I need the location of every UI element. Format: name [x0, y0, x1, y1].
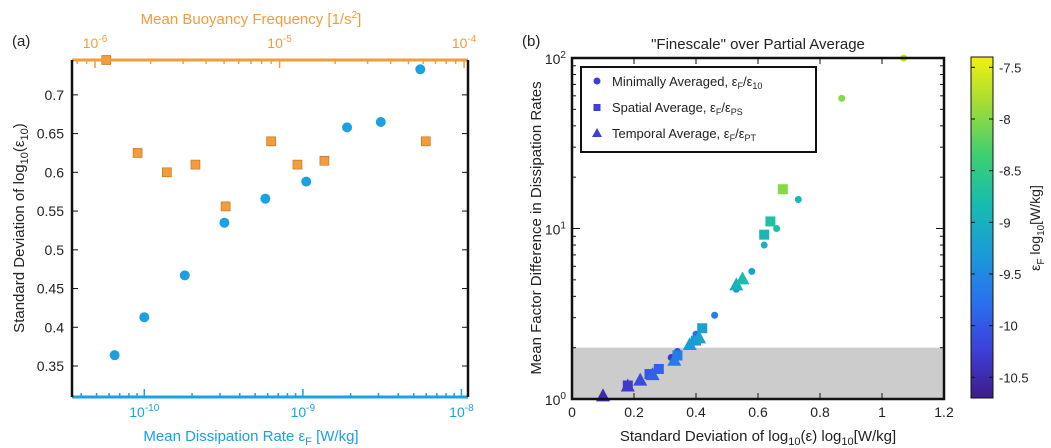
colorbar-ticks: -7.5 -8 -8.5 -9 -9.5 -10 -10.5: [971, 60, 1029, 385]
panel-b: (b) "Finescale" over Partial Average 100…: [522, 33, 1047, 448]
dissipation-point: [219, 217, 230, 228]
tick-label: 101: [545, 221, 567, 238]
y-tick-label: 0.35: [37, 358, 64, 374]
panel-b-label: (b): [522, 33, 540, 50]
panel-a-label: (a): [12, 33, 30, 50]
legend-entry-minimally-averaged: Minimally Averaged, εF/ε10: [612, 74, 762, 91]
x-tick-label: 0.6: [748, 404, 768, 420]
x-tick-label: 1.2: [934, 404, 954, 420]
spatial-average-point: [765, 216, 776, 227]
dissipation-point: [375, 116, 386, 127]
minimally-averaged-point: [773, 225, 781, 232]
spatial-average-point: [759, 229, 770, 240]
y-tick-label: 0.5: [45, 242, 65, 258]
minimally-averaged-point: [748, 267, 756, 275]
spatial-average-point: [653, 363, 664, 374]
tick-label: 10-6: [83, 34, 108, 51]
legend-box: [580, 66, 817, 153]
tick-label: 10-5: [267, 34, 292, 51]
temporal-average-point: [645, 367, 660, 381]
x-tick-label: 0: [568, 404, 576, 420]
panel-b-axes-box: [570, 56, 946, 401]
colorbar-tick-label: -9: [999, 215, 1011, 230]
temporal-average-point: [682, 337, 697, 351]
dissipation-point: [179, 270, 190, 281]
temporal-average-point: [620, 378, 635, 392]
legend-entry-temporal-average: Temporal Average, εF/εPT: [612, 126, 757, 143]
dissipation-point: [301, 176, 312, 187]
tick-label: 10-8: [449, 403, 474, 420]
tick-label: 100: [545, 391, 567, 408]
x-tick-label: 1: [878, 404, 886, 420]
colorbar-gradient: [970, 56, 994, 399]
legend-marker-square: [593, 104, 601, 111]
temporal-average-point: [735, 271, 750, 285]
legend-marker-triangle: [592, 128, 602, 137]
buoyancy-point: [132, 148, 143, 158]
minimally-averaged-point: [711, 311, 719, 319]
buoyancy-point: [162, 167, 172, 178]
dissipation-point: [260, 193, 271, 204]
spatial-average-point: [697, 323, 708, 334]
y-tick-label: 0.55: [37, 203, 64, 219]
panel-a-top-tick-labels: 10-6 10-5 10-4: [83, 34, 477, 51]
colorbar-tick-label: -10: [999, 319, 1018, 334]
buoyancy-point: [319, 155, 330, 166]
legend-marker-circle: [593, 77, 601, 85]
buoyancy-point: [292, 159, 303, 170]
panel-b-marks: [596, 54, 908, 402]
panel-b-title: "Finescale" over Partial Average: [651, 36, 865, 53]
dissipation-point: [415, 64, 426, 75]
panel-a-x-tick-labels: 10-10 10-9 10-8: [129, 403, 474, 420]
panel-a: (a) Mean Buoyancy Frequency [1/s2] 10-6 1…: [11, 10, 477, 448]
colorbar-tick-label: -7.5: [999, 60, 1021, 75]
x-tick-label: 0.2: [624, 404, 644, 420]
buoyancy-point: [420, 136, 431, 147]
y-tick-label: 0.4: [45, 319, 65, 335]
panel-a-y-axis-label: Standard Deviation of log10(ε10): [11, 123, 31, 333]
panel-a-top-axis-label: Mean Buoyancy Frequency [1/s2]: [141, 10, 362, 28]
spatial-average-point: [672, 350, 683, 361]
buoyancy-point: [266, 136, 276, 147]
legend-entry-spatial-average: Spatial Average, εF/εPS: [612, 100, 743, 117]
y-tick-label: 0.65: [37, 126, 64, 142]
dissipation-point: [139, 312, 150, 323]
temporal-average-point: [692, 330, 707, 344]
y-tick-label: 0.7: [45, 87, 65, 103]
colorbar: -7.5 -8 -8.5 -9 -9.5 -10 -10.5 εF log10[W/kg]: [970, 56, 1047, 399]
panel-a-x-axis-label: Mean Dissipation Rate εF [W/kg]: [143, 428, 358, 448]
colorbar-tick-label: -10.5: [999, 370, 1029, 385]
panel-b-y-tick-labels: 100 101 102: [545, 50, 567, 408]
panel-b-x-tick-labels: 0 0.2 0.4 0.6 0.8 1 1.2: [568, 404, 954, 420]
y-tick-label: 0.6: [45, 164, 65, 180]
dissipation-point: [342, 122, 353, 133]
colorbar-tick-label: -8.5: [999, 164, 1021, 179]
colorbar-tick-label: -8: [999, 112, 1011, 127]
x-tick-label: 0.8: [810, 404, 830, 420]
legend: Minimally Averaged, εF/ε10 Spatial Avera…: [580, 66, 817, 153]
y-tick-label: 0.45: [37, 281, 64, 297]
colorbar-label: εF log10[W/kg]: [1027, 185, 1047, 271]
buoyancy-point: [190, 159, 201, 170]
temporal-average-point: [667, 352, 682, 366]
tick-label: 10-9: [291, 403, 316, 420]
panel-a-plot-background: [72, 60, 468, 397]
minimally-averaged-point: [794, 195, 802, 203]
minimally-averaged-point: [838, 94, 846, 102]
panel-b-x-axis-label: Standard Deviation of log10(ε) log10[W/k…: [620, 428, 896, 448]
temporal-average-point: [633, 372, 648, 386]
buoyancy-point: [220, 201, 231, 212]
spatial-average-point: [777, 184, 788, 195]
panel-b-y-axis-label: Mean Factor Difference in Dissipation Ra…: [528, 81, 545, 374]
tick-label: 10-4: [452, 34, 477, 51]
tick-label: 102: [545, 50, 567, 67]
x-tick-label: 0.4: [686, 404, 706, 420]
minimally-averaged-point: [760, 241, 768, 249]
tick-label: 10-10: [129, 403, 160, 420]
dissipation-point: [109, 350, 120, 361]
panel-a-y-tick-labels: 0.35 0.4 0.45 0.5 0.55 0.6 0.65 0.7: [37, 87, 64, 374]
colorbar-tick-label: -9.5: [999, 267, 1021, 282]
